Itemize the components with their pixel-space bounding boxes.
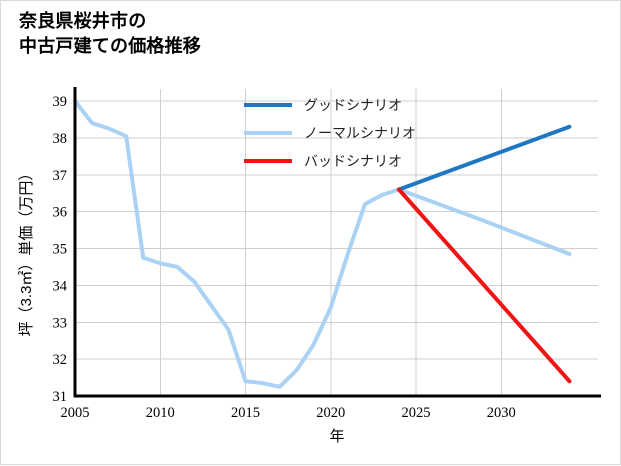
y-tick-label: 33 — [53, 315, 68, 331]
series-lines — [73, 99, 572, 389]
x-axis-title: 年 — [329, 428, 344, 445]
x-tick-label: 2010 — [146, 405, 175, 421]
x-tick-label: 2025 — [402, 405, 431, 421]
y-tick-label: 36 — [53, 205, 68, 221]
series-line-1 — [396, 124, 572, 192]
legend-label-1: ノーマルシナリオ — [304, 125, 416, 141]
x-tick-label: 2015 — [231, 405, 260, 421]
x-tick-label: 2020 — [316, 405, 345, 421]
y-tick-label: 38 — [53, 131, 68, 147]
y-tick-label: 39 — [53, 94, 68, 110]
series-line-0 — [73, 99, 572, 389]
x-tick-label: 2005 — [61, 405, 90, 421]
x-tick-label: 2030 — [487, 405, 516, 421]
y-axis-title: 坪（3.3㎡）単価（万円） — [18, 166, 35, 337]
y-tick-label: 32 — [53, 352, 68, 368]
series-line-2 — [396, 187, 572, 384]
legend-label-2: バッドシナリオ — [304, 153, 402, 169]
y-tick-label: 35 — [53, 242, 68, 258]
y-tick-label: 31 — [53, 389, 68, 405]
x-axis-tick-labels: 2005 2010 2015 2020 2025 2030 — [61, 405, 516, 421]
chart-title: 奈良県桜井市の 中古戸建ての価格推移 — [19, 11, 201, 56]
legend-label-0: グッドシナリオ — [304, 97, 402, 113]
y-axis-tick-labels: 31 32 33 34 35 36 37 38 39 — [53, 94, 68, 405]
y-tick-label: 34 — [53, 278, 68, 294]
y-tick-label: 37 — [53, 168, 68, 184]
axis-lines — [73, 87, 601, 398]
